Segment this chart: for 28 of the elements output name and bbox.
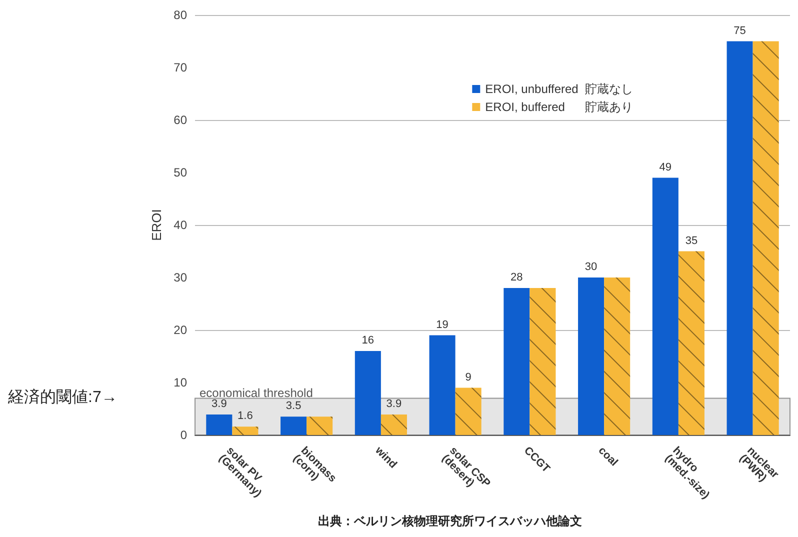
band-label: economical threshold	[200, 386, 313, 400]
data-label: 28	[510, 272, 523, 284]
y-tick-label: 10	[174, 376, 188, 390]
data-label: 9	[465, 371, 472, 384]
y-tick-label: 70	[174, 60, 188, 74]
text: 経済的閾値:7→	[7, 388, 118, 406]
data-label: 19	[436, 318, 448, 331]
y-tick-label: 0	[180, 428, 188, 442]
y-axis-title: EROI	[148, 209, 164, 241]
legend-label: EROI, unbuffered 貯蔵なし	[485, 82, 634, 96]
y-tick-label: 30	[174, 270, 188, 284]
data-label: 3.5	[286, 400, 302, 412]
data-label: 35	[685, 234, 698, 247]
data-label: 30	[584, 261, 598, 273]
y-tick-label: 60	[174, 113, 188, 127]
data-label: 1.6	[238, 410, 253, 422]
data-label: 16	[362, 334, 374, 346]
data-label: 75	[734, 24, 746, 37]
data-label: 3.9	[212, 398, 227, 410]
y-tick-label: 80	[174, 8, 188, 22]
y-tick-label: 20	[174, 323, 188, 337]
data-label: 49	[659, 161, 672, 174]
source-note: 出典：ベルリン核物理研究所ワイスバッハ他論文	[318, 514, 582, 528]
data-label: 3.9	[386, 398, 402, 410]
x-tick-label: coal	[596, 444, 620, 469]
y-tick-label: 50	[174, 166, 188, 180]
y-tick-label: 40	[174, 218, 188, 232]
legend-label: EROI, buffered 貯蔵あり	[485, 100, 633, 114]
